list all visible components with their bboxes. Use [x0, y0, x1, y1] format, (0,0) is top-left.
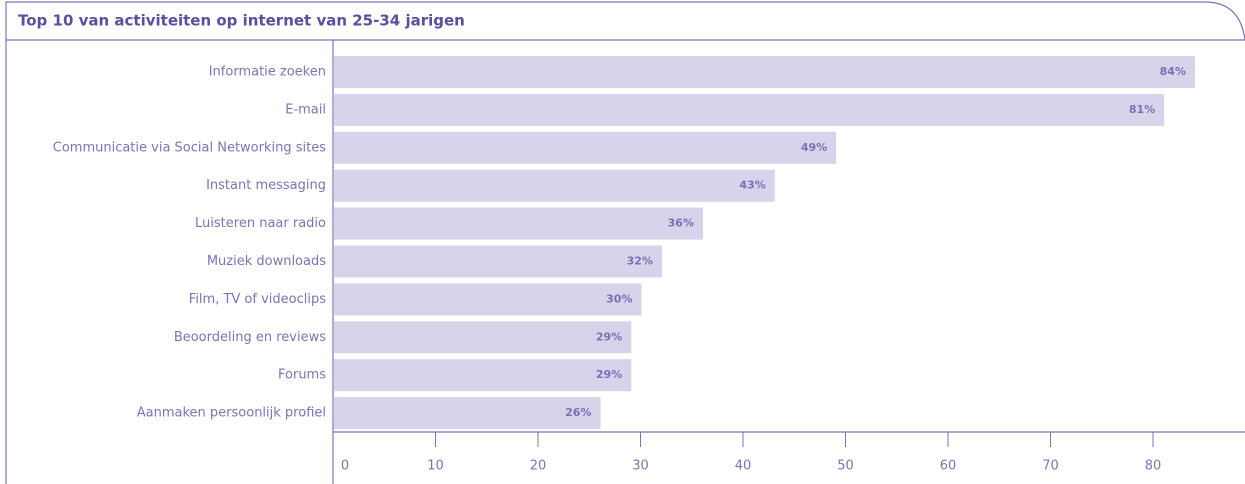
bar — [334, 321, 632, 354]
category-label: Communicatie via Social Networking sites — [53, 140, 326, 155]
bar — [334, 131, 837, 164]
value-label: 26% — [565, 406, 591, 419]
x-tick-label: 30 — [632, 459, 649, 474]
category-label: Informatie zoeken — [209, 65, 326, 80]
chart-title: Top 10 van activiteiten op internet van … — [18, 12, 465, 30]
x-tick-label: 70 — [1042, 459, 1059, 474]
category-label: Beoordeling en reviews — [174, 330, 326, 345]
x-tick-label: 10 — [427, 459, 444, 474]
value-label: 81% — [1129, 103, 1155, 116]
category-label: E-mail — [285, 102, 326, 117]
bar — [334, 359, 632, 392]
category-label: Forums — [278, 368, 326, 383]
x-tick-label: 80 — [1145, 459, 1162, 474]
frame — [5, 1, 1245, 484]
bar — [334, 207, 703, 240]
x-tick-label: 50 — [837, 459, 854, 474]
category-label: Instant messaging — [206, 178, 326, 193]
value-label: 29% — [596, 368, 622, 381]
category-label: Aanmaken persoonlijk profiel — [137, 406, 326, 421]
bar — [334, 283, 642, 316]
value-label: 30% — [606, 292, 632, 305]
value-label: 49% — [801, 141, 827, 154]
bar — [334, 245, 662, 278]
x-tick-label: 20 — [530, 459, 547, 474]
x-tick-label: 40 — [735, 459, 752, 474]
x-tick-label: 0 — [341, 459, 349, 474]
bar — [334, 397, 601, 430]
value-label: 32% — [627, 255, 653, 268]
value-label: 29% — [596, 330, 622, 343]
value-label: 84% — [1160, 65, 1186, 78]
x-tick-label: 60 — [940, 459, 957, 474]
bar — [334, 56, 1195, 88]
value-label: 36% — [668, 217, 694, 230]
category-label: Muziek downloads — [207, 254, 326, 269]
bar — [334, 93, 1165, 126]
bar — [334, 169, 775, 202]
category-label: Film, TV of videoclips — [189, 292, 326, 307]
category-label: Luisteren naar radio — [195, 216, 326, 231]
value-label: 43% — [739, 179, 765, 192]
